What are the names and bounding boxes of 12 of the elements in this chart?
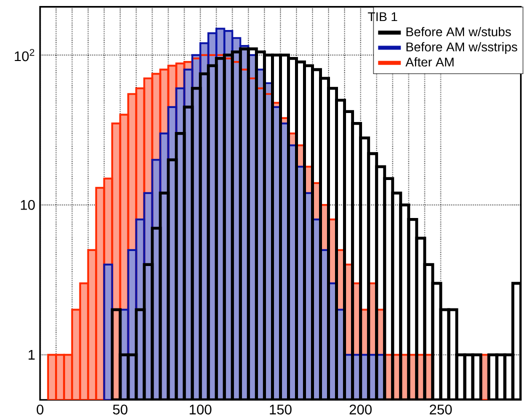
x-tick-label: 250	[430, 404, 452, 414]
y-tick-label: 10	[20, 200, 35, 210]
x-tick-label: 50	[113, 404, 128, 414]
y-tick-label: 10$^{2}$	[14, 49, 34, 62]
legend-label: Before AM w/stubs	[406, 27, 511, 36]
x-tick-label: 100	[190, 404, 212, 414]
x-tick-label: 0	[36, 404, 44, 414]
y-tick-label: 1	[28, 350, 35, 360]
legend-label: After AM	[405, 57, 454, 67]
legend-label: Before AM w/sstrips	[406, 42, 518, 54]
x-tick-label: 150	[270, 404, 292, 414]
x-tick-label: 200	[350, 404, 372, 414]
